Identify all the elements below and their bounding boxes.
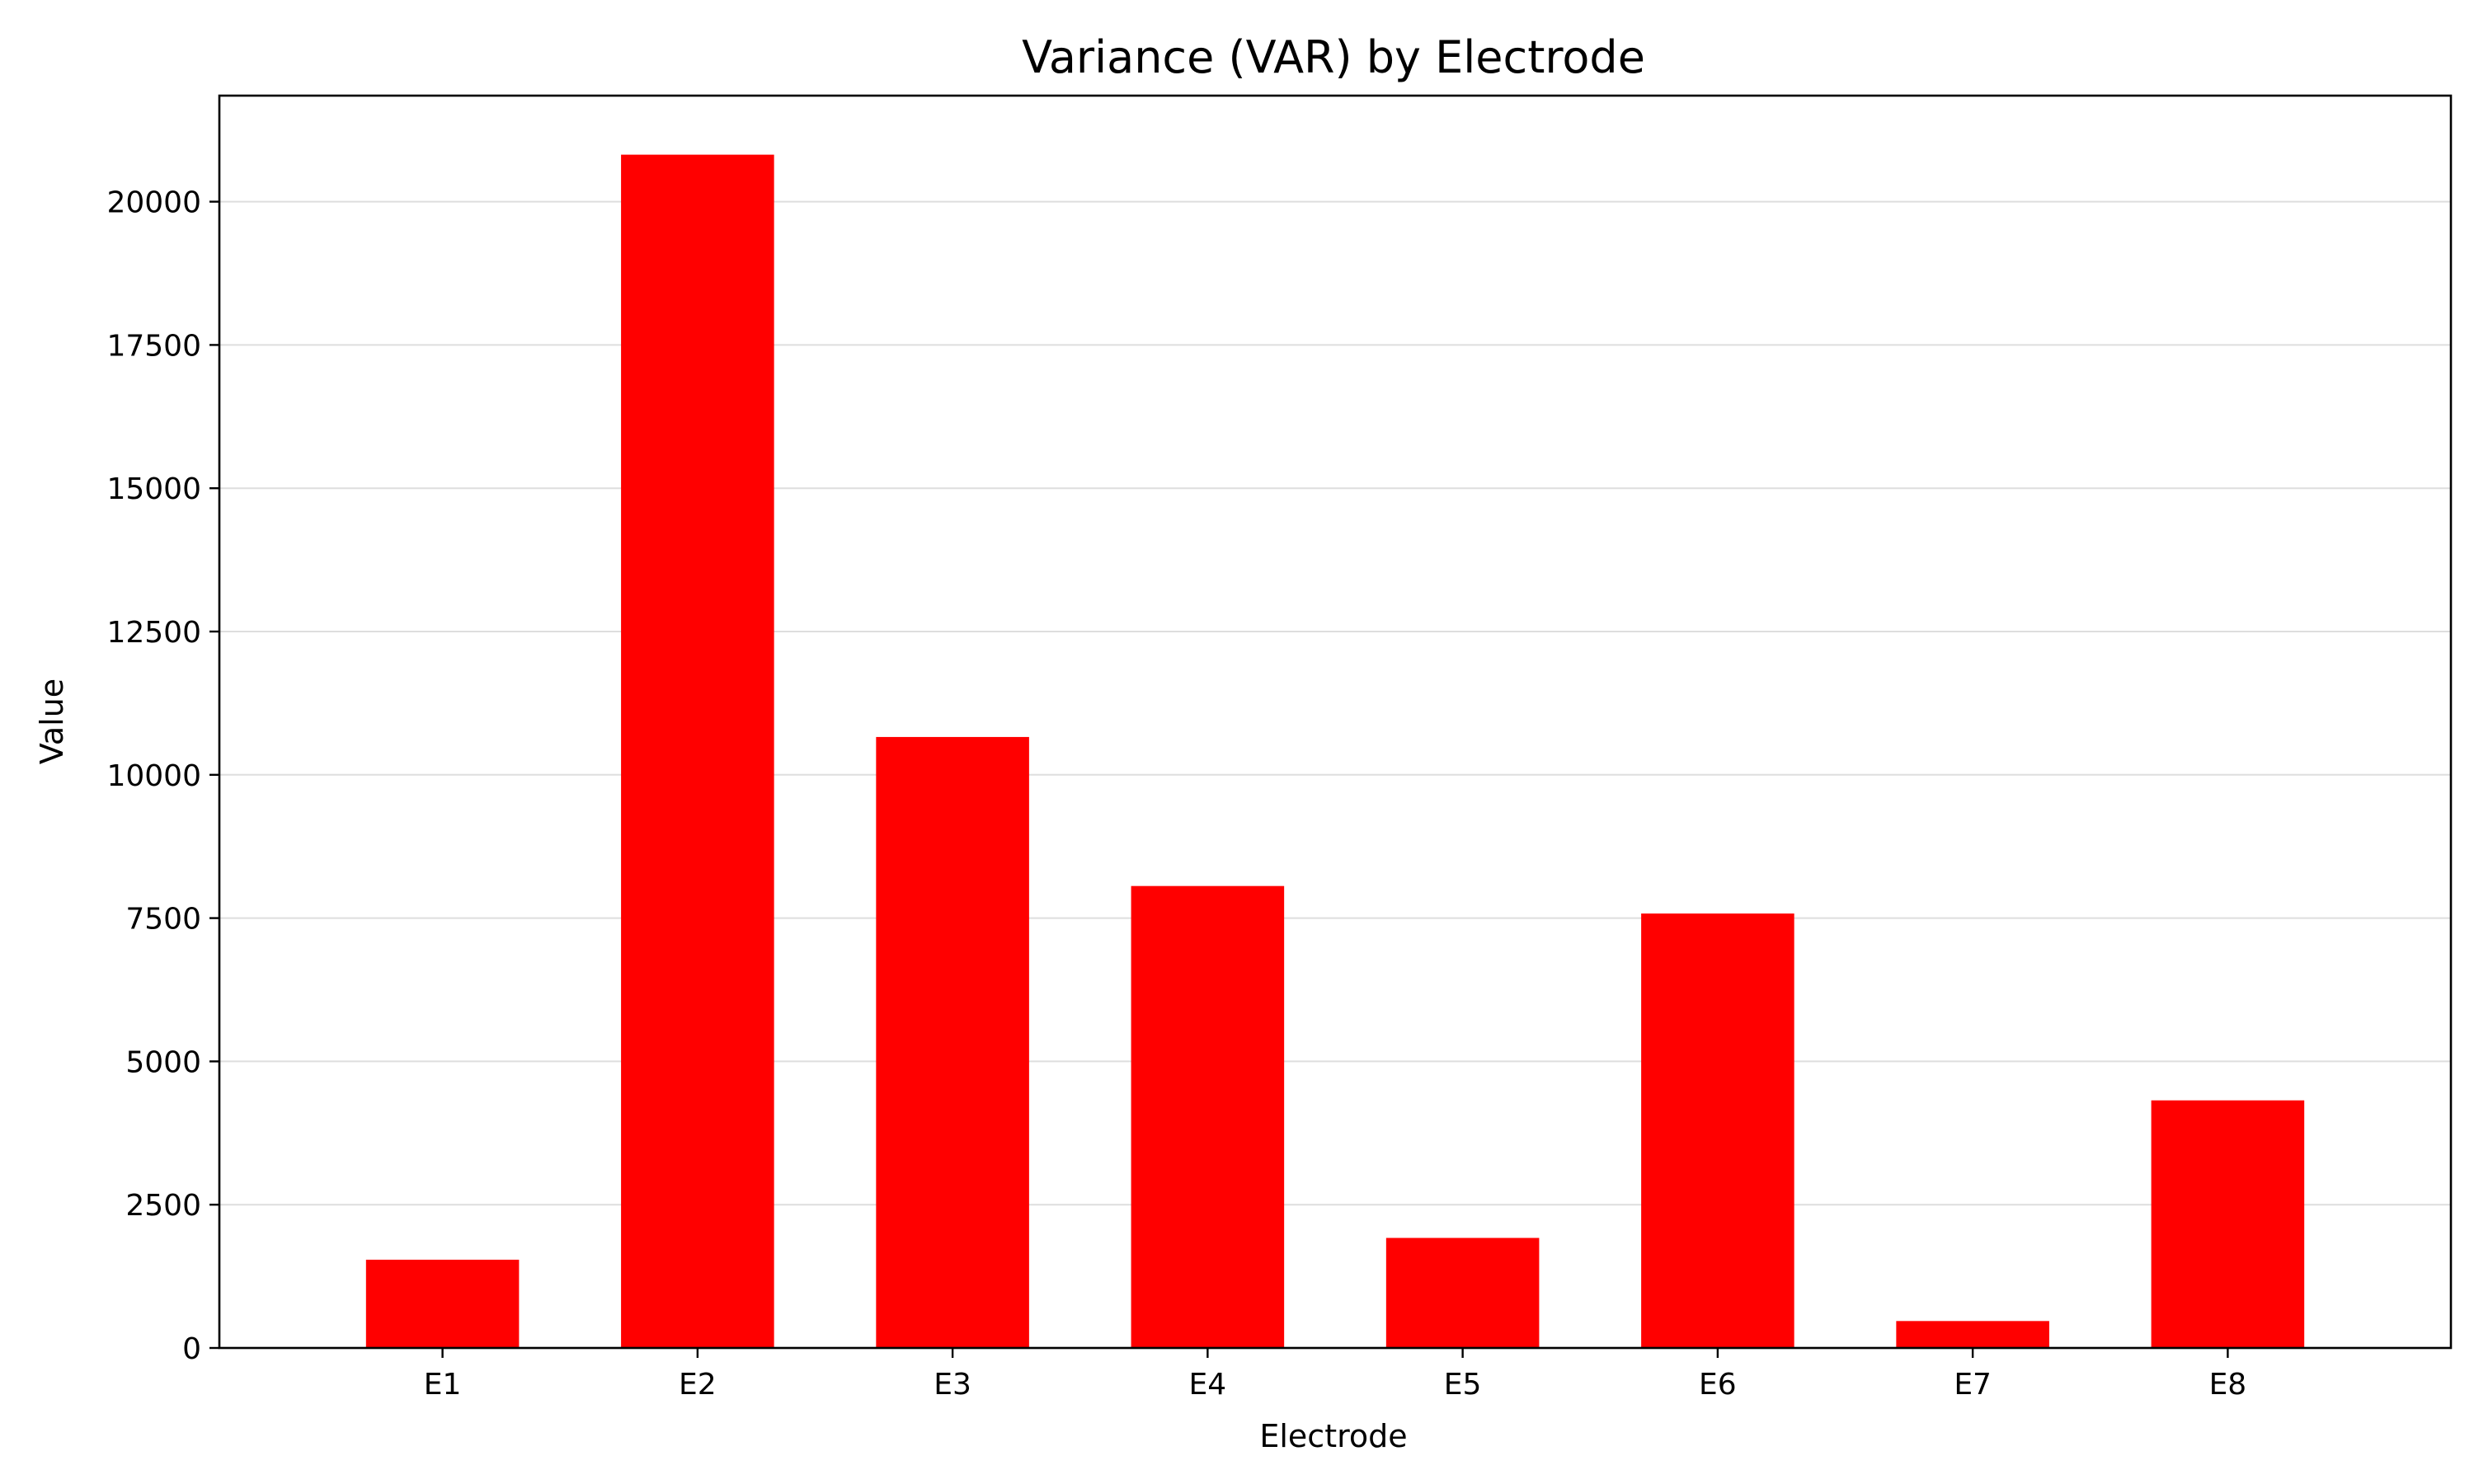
x-tick-label: E3 [934, 1368, 971, 1402]
bar-e2 [621, 154, 774, 1349]
x-tick-label: E7 [1954, 1368, 1992, 1402]
y-tick-label: 7500 [125, 903, 201, 937]
gridlines [219, 200, 2451, 1206]
plot-frame [218, 94, 2453, 1350]
y-tick-label: 15000 [106, 472, 201, 506]
bar-e7 [1896, 1321, 2049, 1348]
y-tick-label: 0 [182, 1332, 201, 1366]
x-tick-label: E6 [1699, 1368, 1737, 1402]
bar-e1 [365, 1259, 520, 1348]
y-tick-label: 17500 [106, 329, 201, 363]
x-axis-label: Electrode [1259, 1418, 1407, 1454]
y-tick-label: 5000 [125, 1045, 201, 1079]
x-tick-label: E5 [1444, 1368, 1482, 1402]
axes: 0 2500 5000 7500 10000 12500 15000 17500 20000 E1… [106, 94, 2453, 1402]
y-axis-label: Value [34, 679, 70, 764]
bar-e6 [1641, 913, 1794, 1348]
bars [365, 154, 2305, 1349]
y-tick-label: 12500 [106, 616, 201, 650]
chart-title: Variance (VAR) by Electrode [1022, 31, 1645, 83]
bar-e5 [1385, 1237, 1540, 1348]
y-tick-label: 20000 [106, 186, 201, 220]
x-tick-label: E8 [2209, 1368, 2247, 1402]
bar-e8 [2151, 1100, 2305, 1348]
bar-e4 [1131, 885, 1285, 1348]
x-tick-label: E4 [1189, 1368, 1227, 1402]
y-tick-label: 2500 [125, 1189, 201, 1223]
x-tick-label: E2 [679, 1368, 717, 1402]
x-tick-label: E1 [424, 1368, 462, 1402]
bar-e3 [876, 736, 1029, 1348]
y-tick-label: 10000 [106, 759, 201, 793]
